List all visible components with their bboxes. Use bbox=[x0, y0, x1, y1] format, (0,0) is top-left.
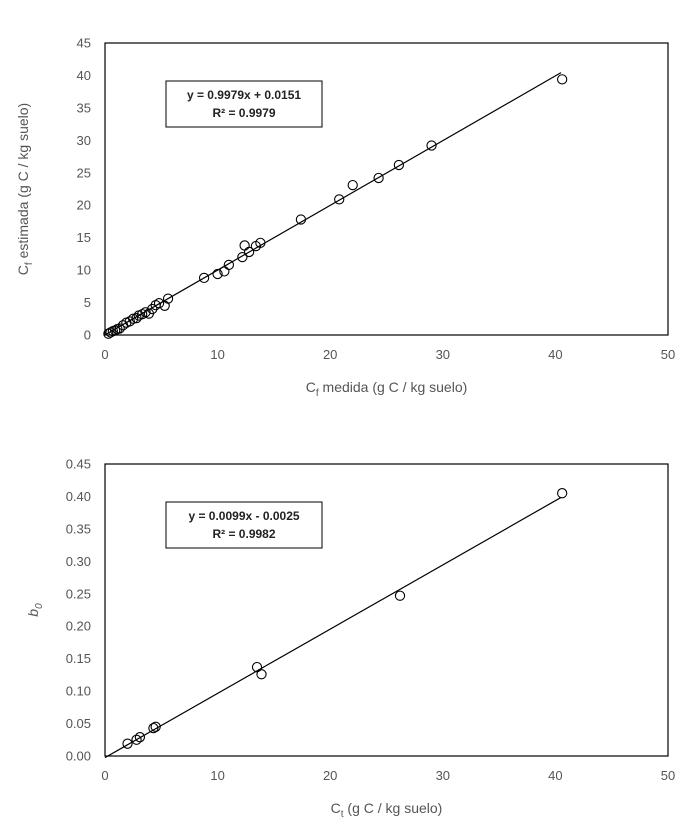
x-tick-label: 40 bbox=[548, 347, 562, 362]
plot-area-border bbox=[104, 42, 669, 336]
equation-box bbox=[165, 501, 323, 549]
equation-box bbox=[165, 80, 323, 128]
x-tick-label: 0 bbox=[101, 768, 108, 783]
x-tick-label: 20 bbox=[323, 347, 337, 362]
x-axis-title: Cf medida (g C / kg suelo) bbox=[306, 379, 468, 399]
y-tick-label: 0.25 bbox=[66, 586, 91, 601]
data-point bbox=[114, 323, 125, 334]
equation-text: y = 0.0099x - 0.0025 bbox=[188, 509, 299, 523]
x-tick-label: 20 bbox=[323, 768, 337, 783]
data-point bbox=[131, 312, 142, 324]
data-point bbox=[295, 214, 307, 225]
y-tick-label: 20 bbox=[77, 198, 91, 213]
y-tick-label: 0.40 bbox=[66, 489, 91, 504]
y-tick-label: 0.20 bbox=[66, 619, 91, 634]
data-point bbox=[153, 298, 165, 309]
y-tick-label: 25 bbox=[77, 165, 91, 180]
trendline bbox=[104, 72, 562, 336]
data-point bbox=[557, 488, 568, 499]
data-point bbox=[239, 240, 250, 251]
x-tick-label: 50 bbox=[661, 768, 675, 783]
x-tick-label: 40 bbox=[548, 768, 562, 783]
r-squared-text: R² = 0.9982 bbox=[212, 527, 275, 541]
y-tick-label: 0.35 bbox=[66, 521, 91, 536]
data-point bbox=[347, 179, 358, 191]
y-tick-label: 0.45 bbox=[66, 457, 91, 472]
data-point bbox=[134, 732, 146, 743]
y-tick-label: 0.10 bbox=[66, 684, 91, 699]
x-tick-label: 50 bbox=[661, 347, 675, 362]
y-tick-label: 0.05 bbox=[66, 716, 91, 731]
x-tick-label: 30 bbox=[436, 347, 450, 362]
data-point bbox=[162, 293, 174, 304]
y-tick-label: 35 bbox=[77, 100, 91, 115]
trendline bbox=[104, 496, 562, 759]
data-point bbox=[394, 590, 406, 601]
y-tick-label: 30 bbox=[77, 133, 91, 148]
r-squared-text: R² = 0.9979 bbox=[212, 106, 275, 120]
data-point bbox=[150, 721, 161, 732]
data-point bbox=[256, 669, 267, 680]
data-point bbox=[127, 313, 139, 324]
data-point bbox=[557, 74, 568, 85]
y-tick-label: 0.00 bbox=[66, 749, 91, 764]
x-tick-label: 10 bbox=[210, 347, 224, 362]
chart-1: 0 10 20 30 40 50 0 5 10 15 20 25 30 35 40 45 y = 0.9979x… bbox=[15, 36, 675, 400]
data-point bbox=[148, 722, 159, 734]
chart-2: 0 10 20 30 40 50 0.00 0.05 0.10 0.15 0.20 0.25 0.30 0… bbox=[25, 457, 675, 821]
y-axis-title: Cf estimada (g C / kg suelo) bbox=[15, 103, 35, 275]
x-tick-label: 0 bbox=[101, 347, 108, 362]
data-point bbox=[237, 251, 248, 263]
data-point bbox=[251, 661, 263, 673]
y-tick-label: 0.30 bbox=[66, 554, 91, 569]
y-tick-label: 5 bbox=[84, 295, 91, 310]
y-tick-label: 10 bbox=[77, 263, 91, 278]
data-point bbox=[105, 327, 116, 338]
data-point bbox=[198, 272, 210, 284]
data-point bbox=[334, 194, 345, 205]
data-point bbox=[243, 246, 255, 258]
data-point bbox=[131, 734, 142, 745]
y-axis-title: b0 bbox=[25, 603, 45, 617]
y-tick-label: 45 bbox=[77, 36, 91, 51]
y-tick-label: 0.15 bbox=[66, 651, 91, 666]
data-point bbox=[373, 172, 384, 184]
data-point bbox=[426, 140, 437, 151]
data-point bbox=[212, 268, 223, 280]
equation-text: y = 0.9979x + 0.0151 bbox=[187, 88, 301, 102]
data-point bbox=[393, 159, 405, 171]
data-point bbox=[159, 300, 170, 311]
y-tick-label: 40 bbox=[77, 68, 91, 83]
data-point bbox=[255, 237, 266, 249]
x-tick-label: 10 bbox=[210, 768, 224, 783]
x-axis-title: Ct (g C / kg suelo) bbox=[331, 800, 443, 820]
x-tick-label: 30 bbox=[436, 768, 450, 783]
y-tick-label: 0 bbox=[84, 328, 91, 343]
data-point bbox=[109, 325, 121, 336]
data-point bbox=[147, 303, 158, 315]
data-point bbox=[122, 738, 133, 749]
data-point bbox=[223, 259, 235, 271]
data-point bbox=[124, 316, 135, 327]
y-tick-label: 15 bbox=[77, 230, 91, 245]
plot-area-border bbox=[104, 463, 669, 757]
